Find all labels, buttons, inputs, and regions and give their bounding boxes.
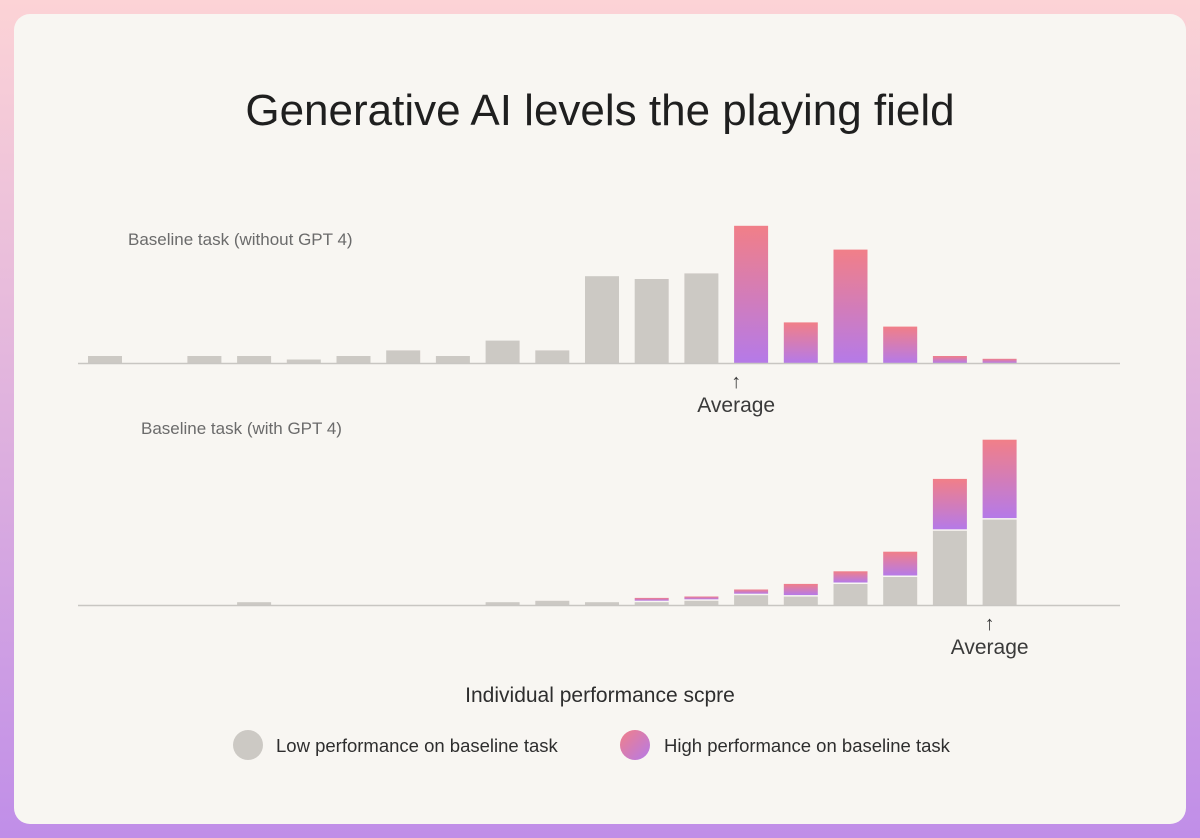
bar-low-without-gpt4-12 <box>684 273 719 363</box>
bar-low-without-gpt4-7 <box>435 356 470 363</box>
chart-card: Generative AI levels the playing field B… <box>14 14 1186 824</box>
bar-high-without-gpt4-16 <box>883 326 918 363</box>
average-arrow-icon: ↑ <box>985 613 995 635</box>
legend: Low performance on baseline task High pe… <box>233 730 951 760</box>
panel-with-gpt4: Baseline task (with GPT 4) ↑Average <box>78 419 1120 659</box>
bar-high-without-gpt4-15 <box>833 249 868 363</box>
bar-low-without-gpt4-11 <box>634 279 669 363</box>
legend-item-low: Low performance on baseline task <box>233 730 559 760</box>
bar-high-with-gpt4-18 <box>982 439 1017 519</box>
bar-low-with-gpt4-14 <box>783 596 818 605</box>
bar-low-without-gpt4-4 <box>286 359 321 363</box>
x-axis-label: Individual performance scpre <box>465 684 735 707</box>
legend-item-high: High performance on baseline task <box>620 730 951 760</box>
bar-low-with-gpt4-17 <box>932 530 967 605</box>
chart: Generative AI levels the playing field B… <box>78 86 1120 760</box>
bar-low-without-gpt4-10 <box>585 276 619 363</box>
panel-without-gpt4: Baseline task (without GPT 4) ↑Average <box>78 225 1120 417</box>
bar-high-without-gpt4-18 <box>982 358 1017 363</box>
bar-low-with-gpt4-3 <box>237 602 272 605</box>
average-label: Average <box>951 636 1029 659</box>
bar-low-with-gpt4-12 <box>684 600 719 605</box>
bar-low-with-gpt4-18 <box>982 519 1017 605</box>
bar-high-with-gpt4-12 <box>684 596 719 600</box>
bar-low-with-gpt4-13 <box>734 595 769 605</box>
bar-high-with-gpt4-13 <box>734 589 769 594</box>
bar-low-without-gpt4-8 <box>485 340 520 363</box>
bar-low-without-gpt4-0 <box>88 356 122 363</box>
bar-high-with-gpt4-16 <box>883 551 918 576</box>
bar-high-without-gpt4-13 <box>734 225 769 363</box>
chart-title: Generative AI levels the playing field <box>245 86 954 135</box>
bar-low-without-gpt4-9 <box>535 350 570 363</box>
average-label: Average <box>697 394 775 417</box>
legend-label-low: Low performance on baseline task <box>276 735 559 756</box>
bar-low-with-gpt4-15 <box>833 584 868 605</box>
bar-high-with-gpt4-15 <box>833 571 868 583</box>
legend-swatch-low <box>233 730 263 760</box>
panel-label: Baseline task (without GPT 4) <box>128 230 353 249</box>
bar-low-with-gpt4-9 <box>535 600 570 605</box>
bar-high-with-gpt4-14 <box>783 583 818 596</box>
bar-low-with-gpt4-11 <box>634 602 669 605</box>
bar-high-without-gpt4-14 <box>783 322 818 363</box>
bar-low-without-gpt4-2 <box>187 356 222 363</box>
legend-swatch-high <box>620 730 650 760</box>
bar-high-without-gpt4-17 <box>932 356 967 363</box>
bar-low-with-gpt4-8 <box>485 602 520 605</box>
bar-low-with-gpt4-16 <box>883 577 918 605</box>
bar-high-with-gpt4-11 <box>634 597 669 601</box>
bar-low-without-gpt4-6 <box>386 350 421 363</box>
legend-label-high: High performance on baseline task <box>664 735 951 756</box>
bar-low-without-gpt4-5 <box>336 356 371 363</box>
average-arrow-icon: ↑ <box>731 371 741 393</box>
bar-high-with-gpt4-17 <box>932 478 967 530</box>
bar-low-without-gpt4-3 <box>237 356 272 363</box>
bar-low-with-gpt4-10 <box>585 602 619 605</box>
panel-label: Baseline task (with GPT 4) <box>141 419 342 438</box>
